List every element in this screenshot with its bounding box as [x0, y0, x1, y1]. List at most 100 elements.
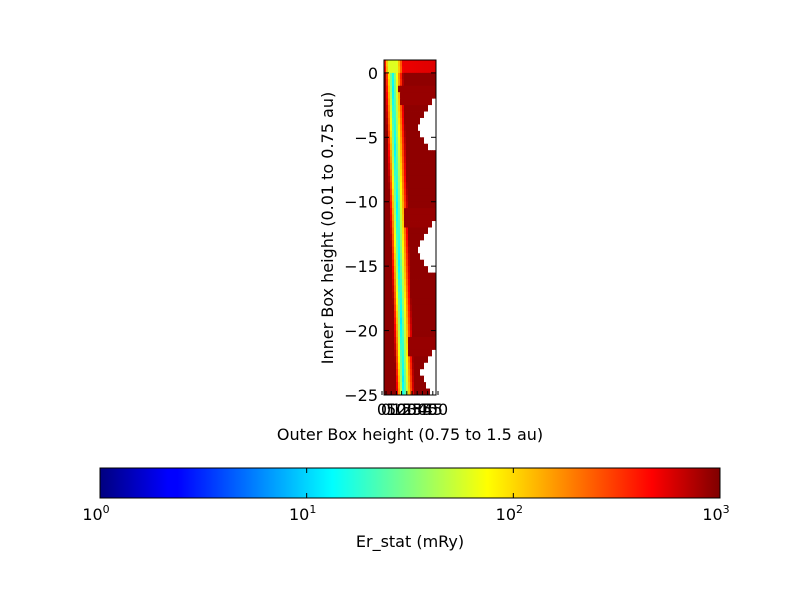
y-axis: 0 −5 −10 −15 −20 −25: [344, 64, 436, 405]
heatmap-cell: [430, 298, 433, 306]
heatmap-cell: [416, 124, 419, 132]
heatmap-cell: [434, 356, 437, 364]
heatmap-cell: [392, 208, 395, 216]
heatmap-cell: [386, 285, 389, 293]
heatmap-cell: [384, 246, 387, 254]
heatmap-cell: [398, 311, 401, 319]
heatmap-cell: [414, 182, 417, 190]
heatmap-cell: [424, 117, 427, 125]
heatmap-cell: [396, 266, 399, 273]
heatmap-cell: [398, 246, 401, 254]
heatmap-cell: [424, 356, 427, 364]
heatmap-cell: [398, 388, 401, 396]
heatmap-cell: [392, 163, 395, 170]
heatmap-cell: [390, 272, 393, 280]
heatmap-cell: [400, 349, 403, 357]
heatmap-cell: [400, 169, 403, 177]
heatmap-cell: [424, 324, 427, 331]
heatmap-cell: [430, 208, 433, 216]
heatmap-cell: [412, 169, 415, 177]
heatmap-cell: [386, 85, 389, 93]
heatmap-cell: [394, 317, 397, 325]
heatmap-cell: [392, 72, 395, 80]
heatmap-cell: [402, 195, 405, 203]
heatmap-cell: [400, 259, 403, 267]
heatmap-cell: [428, 117, 431, 125]
heatmap-cell: [392, 201, 395, 209]
heatmap-cell: [400, 85, 403, 93]
heatmap-cell: [434, 188, 437, 196]
heatmap-cell: [432, 382, 435, 389]
heatmap-cell: [394, 143, 397, 151]
heatmap-cell: [426, 298, 429, 306]
heatmap-cell: [406, 143, 409, 151]
heatmap-cell: [410, 60, 413, 67]
heatmap-cell: [394, 324, 397, 331]
x-tick-label: 50: [428, 400, 448, 419]
heatmap-cell: [420, 253, 423, 261]
heatmap-cell: [434, 117, 437, 125]
heatmap-cell: [400, 60, 403, 67]
heatmap-cell: [416, 182, 419, 190]
heatmap-cell: [398, 169, 401, 177]
heatmap-cell: [432, 105, 435, 112]
heatmap-cell: [422, 298, 425, 306]
heatmap-cell: [432, 79, 435, 87]
heatmap-cell: [426, 304, 429, 312]
heatmap-cell: [398, 279, 401, 286]
heatmap-cell: [388, 79, 391, 87]
heatmap-cell: [418, 195, 421, 203]
heatmap-cell: [398, 369, 401, 377]
heatmap-cell: [388, 272, 391, 280]
heatmap-cell: [430, 60, 433, 67]
heatmap-cell: [392, 298, 395, 306]
heatmap-cell: [392, 362, 395, 370]
heatmap-cell: [420, 111, 423, 119]
heatmap-cell: [398, 304, 401, 312]
heatmap-cell: [432, 163, 435, 170]
heatmap-cell: [424, 362, 427, 370]
heatmap-cell: [394, 388, 397, 396]
heatmap-cell: [400, 130, 403, 138]
heatmap-cell: [400, 117, 403, 125]
heatmap-cell: [386, 60, 389, 67]
heatmap-cell: [430, 124, 433, 132]
heatmap-cell: [414, 337, 417, 344]
heatmap-cell: [414, 382, 417, 389]
heatmap-cell: [426, 253, 429, 261]
heatmap-cell: [404, 362, 407, 370]
heatmap-cell: [406, 188, 409, 196]
heatmap-cell: [404, 201, 407, 209]
heatmap-cell: [414, 343, 417, 351]
heatmap-cell: [388, 163, 391, 170]
heatmap-cell: [430, 85, 433, 93]
heatmap-cell: [384, 66, 387, 74]
heatmap-cell: [394, 156, 397, 164]
heatmap-cell: [388, 298, 391, 306]
heatmap-cell: [398, 221, 401, 228]
heatmap-cell: [428, 233, 431, 241]
heatmap-cell: [410, 98, 413, 106]
heatmap-cell: [386, 369, 389, 377]
heatmap-cell: [426, 311, 429, 319]
heatmap-cell: [420, 201, 423, 209]
heatmap-cell: [414, 208, 417, 216]
heatmap-cell: [406, 60, 409, 67]
heatmap-cell: [420, 285, 423, 293]
heatmap-cell: [386, 356, 389, 364]
heatmap-cell: [432, 240, 435, 248]
heatmap-cell: [424, 298, 427, 306]
heatmap-cell: [432, 201, 435, 209]
heatmap-cell: [426, 382, 429, 389]
heatmap-cell: [404, 79, 407, 87]
heatmap-cell: [402, 137, 405, 145]
heatmap-cell: [416, 214, 419, 222]
heatmap-cell: [430, 388, 433, 396]
heatmap-cell: [394, 124, 397, 132]
heatmap-cell: [386, 279, 389, 286]
heatmap-cell: [404, 98, 407, 106]
heatmap-cell: [426, 163, 429, 170]
heatmap-cell: [424, 169, 427, 177]
heatmap-cell: [418, 221, 421, 228]
heatmap-cell: [388, 266, 391, 273]
